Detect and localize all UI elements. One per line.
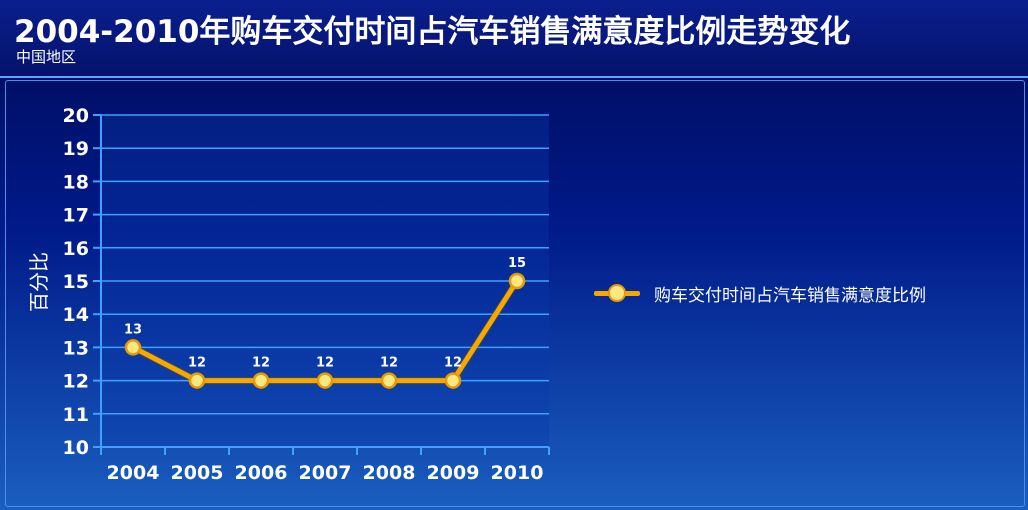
data-label: 12 (444, 356, 462, 371)
grid-band (101, 247, 549, 281)
y-tick-label: 17 (63, 205, 89, 227)
legend-swatch (592, 282, 644, 304)
grid-band (101, 413, 549, 447)
data-point (444, 372, 462, 389)
data-point (508, 272, 526, 290)
x-tick-label: 2008 (363, 462, 416, 484)
grid-band (101, 214, 549, 248)
data-point (252, 372, 270, 389)
data-label: 12 (380, 356, 398, 371)
y-tick-label: 10 (63, 437, 89, 459)
grid-layer (101, 114, 549, 448)
data-label: 12 (316, 356, 334, 371)
grid-band (101, 281, 549, 315)
legend-label: 购车交付时间占汽车销售满意度比例 (654, 285, 926, 306)
grid-band (101, 181, 549, 215)
grid-band (101, 115, 549, 149)
data-point (188, 372, 206, 389)
y-tick-label: 15 (63, 271, 89, 293)
data-point (124, 339, 142, 356)
x-tick-label: 2006 (235, 462, 288, 484)
y-tick-label: 19 (63, 138, 89, 160)
header-bar: 2004-2010年购车交付时间占汽车销售满意度比例走势变化 中国地区 (0, 0, 1028, 78)
grid-band (101, 148, 549, 182)
marker-layer (124, 272, 526, 389)
y-tick-label: 11 (63, 404, 89, 426)
x-tick-label: 2010 (491, 462, 544, 484)
y-tick-label: 14 (63, 304, 89, 326)
y-tick-label: 20 (63, 105, 89, 127)
y-tick-label: 12 (63, 371, 89, 393)
x-tick-label: 2007 (299, 462, 352, 484)
chart-panel (5, 80, 1025, 507)
page-title: 2004-2010年购车交付时间占汽车销售满意度比例走势变化 (14, 14, 851, 50)
tick-label-layer: 10 11 12 13 14 15 16 17 18 19 20 2004 2005 2006 2007 20… (63, 105, 544, 484)
data-label: 12 (252, 356, 270, 371)
data-point (316, 372, 334, 389)
y-tick-label: 18 (63, 171, 89, 193)
y-tick-label: 13 (63, 337, 89, 359)
axis-layer (93, 114, 550, 455)
x-tick-label: 2004 (107, 462, 160, 484)
data-label-layer: 13 12 12 12 12 12 15 (124, 256, 526, 371)
legend: 购车交付时间占汽车销售满意度比例 (592, 282, 926, 306)
y-tick-label: 16 (63, 238, 89, 260)
x-tick-label: 2005 (171, 462, 224, 484)
data-label: 15 (508, 256, 526, 271)
x-tick-label: 2009 (427, 462, 480, 484)
y-axis-label: 百分比 (27, 252, 51, 312)
page-subtitle: 中国地区 (16, 48, 77, 66)
data-label: 13 (124, 322, 142, 337)
data-point (380, 372, 398, 389)
data-label: 12 (188, 356, 206, 371)
